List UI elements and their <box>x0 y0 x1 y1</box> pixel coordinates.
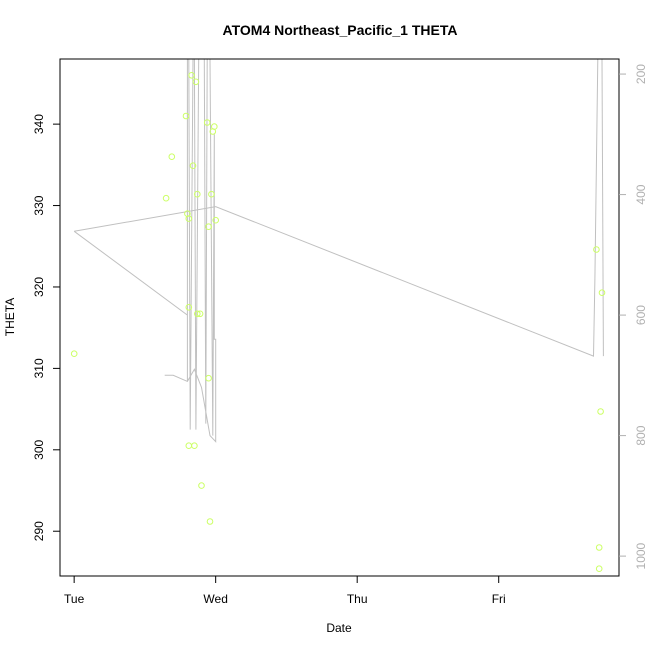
data-point-18 <box>205 374 212 382</box>
depth-line-0 <box>74 59 604 357</box>
y-axis: 290 300 310 320 330 340 <box>32 114 60 541</box>
data-point-13 <box>194 310 201 318</box>
y2-tick-label-2: 600 <box>634 305 648 325</box>
data-point-8 <box>188 72 195 79</box>
chart-title: ATOM4 Northeast_Pacific_1 THETA <box>223 22 458 38</box>
x-tick-label-1: Wed <box>203 592 227 606</box>
data-point-19 <box>206 518 214 525</box>
data-point-10 <box>191 442 198 450</box>
data-point-15 <box>198 482 205 489</box>
data-point-7 <box>185 442 193 450</box>
data-point-5 <box>185 215 193 222</box>
y-tick-label-3: 320 <box>32 277 46 297</box>
depth-line-1 <box>73 59 217 443</box>
y-tick-label-5: 340 <box>32 114 46 134</box>
data-points-group <box>70 72 606 573</box>
y-tick-label-4: 330 <box>32 195 46 215</box>
data-point-16 <box>203 119 211 126</box>
y-axis-label: THETA <box>3 298 17 336</box>
data-point-2 <box>168 153 176 160</box>
data-point-9 <box>189 162 197 169</box>
x-tick-label-2: Thu <box>347 592 368 606</box>
x-axis-label: Date <box>326 621 352 635</box>
plot-frame <box>59 58 620 577</box>
data-point-28 <box>598 289 606 297</box>
y-tick-label-0: 290 <box>32 521 46 541</box>
y2-tick-label-4: 1000 <box>634 542 648 569</box>
x-tick-label-0: Tue <box>64 592 85 606</box>
data-point-23 <box>212 216 219 224</box>
data-point-14 <box>196 310 204 318</box>
y2-tick-label-1: 400 <box>634 184 648 204</box>
data-point-12 <box>194 190 201 198</box>
data-point-24 <box>593 246 600 253</box>
data-point-11 <box>192 78 200 86</box>
y-tick-label-1: 300 <box>32 439 46 459</box>
data-point-22 <box>211 123 218 130</box>
y2-tick-label-0: 200 <box>634 64 648 84</box>
data-point-3 <box>182 112 190 120</box>
data-point-6 <box>185 304 193 311</box>
y-tick-label-2: 310 <box>32 358 46 378</box>
secondary-y-axis: 200 400 600 800 1000 <box>619 64 648 569</box>
data-point-26 <box>595 565 603 573</box>
y2-tick-label-3: 800 <box>634 425 648 445</box>
data-point-25 <box>595 544 603 551</box>
x-axis: Tue Wed Thu Fri <box>64 576 506 606</box>
data-point-27 <box>597 408 604 415</box>
data-point-1 <box>162 194 170 202</box>
x-tick-label-3: Fri <box>492 592 506 606</box>
data-point-17 <box>205 223 212 230</box>
data-point-20 <box>208 190 215 198</box>
depth-lines-group <box>73 59 604 443</box>
data-point-0 <box>70 350 78 358</box>
